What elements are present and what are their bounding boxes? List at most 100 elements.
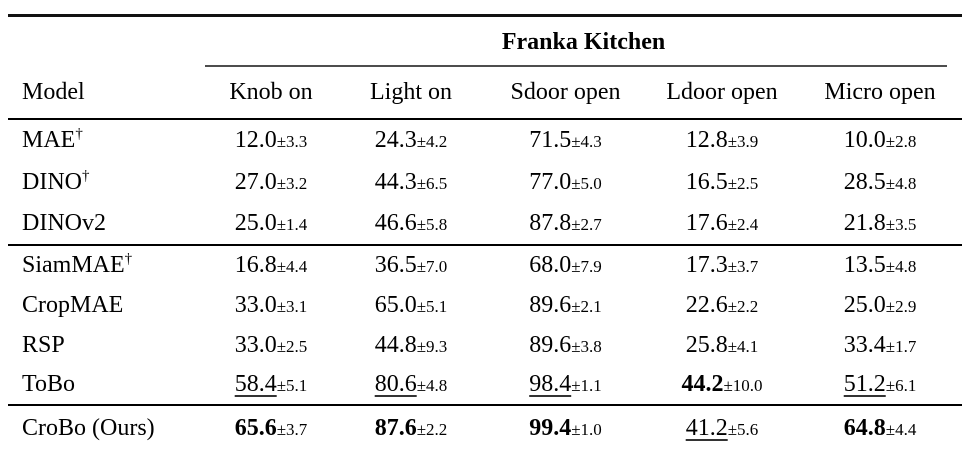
value-cell: 44.3±6.5 xyxy=(337,161,485,203)
benchmark-title-cell: Franka Kitchen xyxy=(205,16,962,67)
value-cell: 17.6±2.4 xyxy=(646,203,798,245)
score-std: ±3.3 xyxy=(276,132,308,151)
table-row-tobo: ToBo 58.4±5.1 80.6±4.8 98.4±1.1 44.2±10.… xyxy=(8,365,962,405)
score-value: 17.3 xyxy=(685,252,728,278)
model-name-cell: RSP xyxy=(8,325,205,365)
score-value-bold: 99.4 xyxy=(529,415,572,441)
score-std: ±3.2 xyxy=(276,173,308,193)
score-value: 89.6 xyxy=(529,331,572,358)
score-value-bold: 64.8 xyxy=(843,415,886,441)
benchmark-header-row: Franka Kitchen xyxy=(8,16,962,68)
score-value: 25.0 xyxy=(843,291,886,318)
value-cell: 17.3±3.7 xyxy=(646,244,798,285)
score-value: 24.3 xyxy=(374,127,417,153)
score-std: ±4.8 xyxy=(416,376,448,395)
score-value: 44.8 xyxy=(374,331,417,358)
value-cell: 80.6±4.8 xyxy=(337,365,485,405)
column-header-row: Model Knob on Light on Sdoor open Ldoor … xyxy=(8,67,963,120)
score-value: 65.0 xyxy=(374,291,417,318)
value-cell: 71.5±4.3 xyxy=(485,119,646,161)
score-value: 33.4 xyxy=(843,331,886,358)
score-std: ±7.9 xyxy=(571,257,602,276)
value-cell: 44.8±9.3 xyxy=(337,325,485,365)
score-std: ±4.1 xyxy=(727,336,759,356)
model-name: RSP xyxy=(22,331,65,358)
score-value: 22.6 xyxy=(685,291,728,318)
score-std: ±2.9 xyxy=(885,296,917,316)
table-row-crobo-ours: CroBo (Ours) 65.6±3.7 87.6±2.2 99.4±1.0 … xyxy=(8,404,963,451)
score-std: ±4.8 xyxy=(885,257,917,276)
model-name-cell: DINO† xyxy=(8,161,205,203)
score-value: 25.0 xyxy=(234,210,277,236)
column-header-light-on: Light on xyxy=(337,67,485,120)
video-ssl-group: SiamMAE† 16.8±4.4 36.5±7.0 68.0±7.9 17.3… xyxy=(8,244,963,405)
score-std: ±2.5 xyxy=(276,336,308,356)
score-value-underlined: 58.4 xyxy=(234,371,277,397)
model-name-cell: ToBo xyxy=(8,365,205,405)
value-cell: 33.4±1.7 xyxy=(798,325,962,365)
value-cell: 77.0±5.0 xyxy=(485,161,646,203)
column-header-ldoor-open: Ldoor open xyxy=(646,67,798,120)
score-std: ±1.7 xyxy=(885,336,917,356)
model-name: CroBo (Ours) xyxy=(22,415,155,441)
score-value-underlined: 41.2 xyxy=(685,415,728,441)
score-std: ±3.8 xyxy=(571,336,602,356)
score-std: ±2.7 xyxy=(571,215,602,234)
value-cell: 98.4±1.1 xyxy=(485,365,646,405)
score-std: ±5.1 xyxy=(276,376,308,395)
table-row-siammae: SiamMAE† 16.8±4.4 36.5±7.0 68.0±7.9 17.3… xyxy=(8,244,963,285)
value-cell: 13.5±4.8 xyxy=(798,244,963,285)
value-cell: 21.8±3.5 xyxy=(798,203,962,245)
score-value: 68.0 xyxy=(529,252,572,278)
score-std: ±4.3 xyxy=(571,132,602,151)
table-row-rsp: RSP 33.0±2.5 44.8±9.3 89.6±3.8 25.8±4.1 … xyxy=(8,325,962,365)
model-name: ToBo xyxy=(22,371,75,397)
score-value-underlined: 98.4 xyxy=(529,371,572,397)
score-std: ±3.5 xyxy=(885,215,917,234)
column-header-micro-open: Micro open xyxy=(798,67,963,120)
score-std: ±2.2 xyxy=(727,296,759,316)
table-row-dino: DINO† 27.0±3.2 44.3±6.5 77.0±5.0 16.5±2.… xyxy=(8,161,962,203)
value-cell: 25.8±4.1 xyxy=(646,325,798,365)
franka-kitchen-results-table: Franka Kitchen Model Knob on Light on Sd… xyxy=(8,14,963,451)
value-cell: 41.2±5.6 xyxy=(646,404,798,451)
value-cell: 87.8±2.7 xyxy=(485,203,646,245)
score-std: ±10.0 xyxy=(723,376,763,395)
value-cell: 89.6±3.8 xyxy=(485,325,646,365)
score-std: ±5.1 xyxy=(416,296,448,316)
score-std: ±4.4 xyxy=(276,257,308,276)
score-value: 77.0 xyxy=(529,168,572,195)
value-cell: 68.0±7.9 xyxy=(485,244,646,285)
value-cell: 25.0±2.9 xyxy=(798,285,962,325)
column-header-sdoor-open: Sdoor open xyxy=(485,67,646,120)
model-name: DINO xyxy=(22,168,82,195)
column-header-knob-on: Knob on xyxy=(205,67,337,120)
value-cell: 27.0±3.2 xyxy=(205,161,337,203)
value-cell: 24.3±4.2 xyxy=(337,119,485,161)
score-value: 46.6 xyxy=(374,210,417,236)
score-value-underlined: 51.2 xyxy=(843,371,886,397)
score-std: ±2.4 xyxy=(727,215,759,234)
score-value-bold: 65.6 xyxy=(234,415,277,441)
value-cell: 16.8±4.4 xyxy=(205,244,337,285)
value-cell: 12.8±3.9 xyxy=(646,119,798,161)
score-std: ±6.1 xyxy=(885,376,917,395)
value-cell: 10.0±2.8 xyxy=(798,119,962,161)
value-cell: 33.0±2.5 xyxy=(205,325,337,365)
empty-corner-cell xyxy=(8,16,205,68)
model-name-cell: MAE† xyxy=(8,119,205,161)
value-cell: 64.8±4.4 xyxy=(798,404,963,451)
score-value: 33.0 xyxy=(234,331,277,358)
ours-group: CroBo (Ours) 65.6±3.7 87.6±2.2 99.4±1.0 … xyxy=(8,404,963,451)
value-cell: 36.5±7.0 xyxy=(337,244,485,285)
score-std: ±3.9 xyxy=(727,132,759,151)
dagger-superscript: † xyxy=(124,251,133,267)
score-std: ±2.2 xyxy=(416,420,448,439)
score-value: 28.5 xyxy=(843,168,886,195)
score-std: ±5.8 xyxy=(416,215,448,234)
column-header-model: Model xyxy=(8,67,205,120)
score-value: 27.0 xyxy=(234,168,277,195)
table-row-mae: MAE† 12.0±3.3 24.3±4.2 71.5±4.3 12.8±3.9… xyxy=(8,119,962,161)
score-value: 16.5 xyxy=(685,168,728,195)
